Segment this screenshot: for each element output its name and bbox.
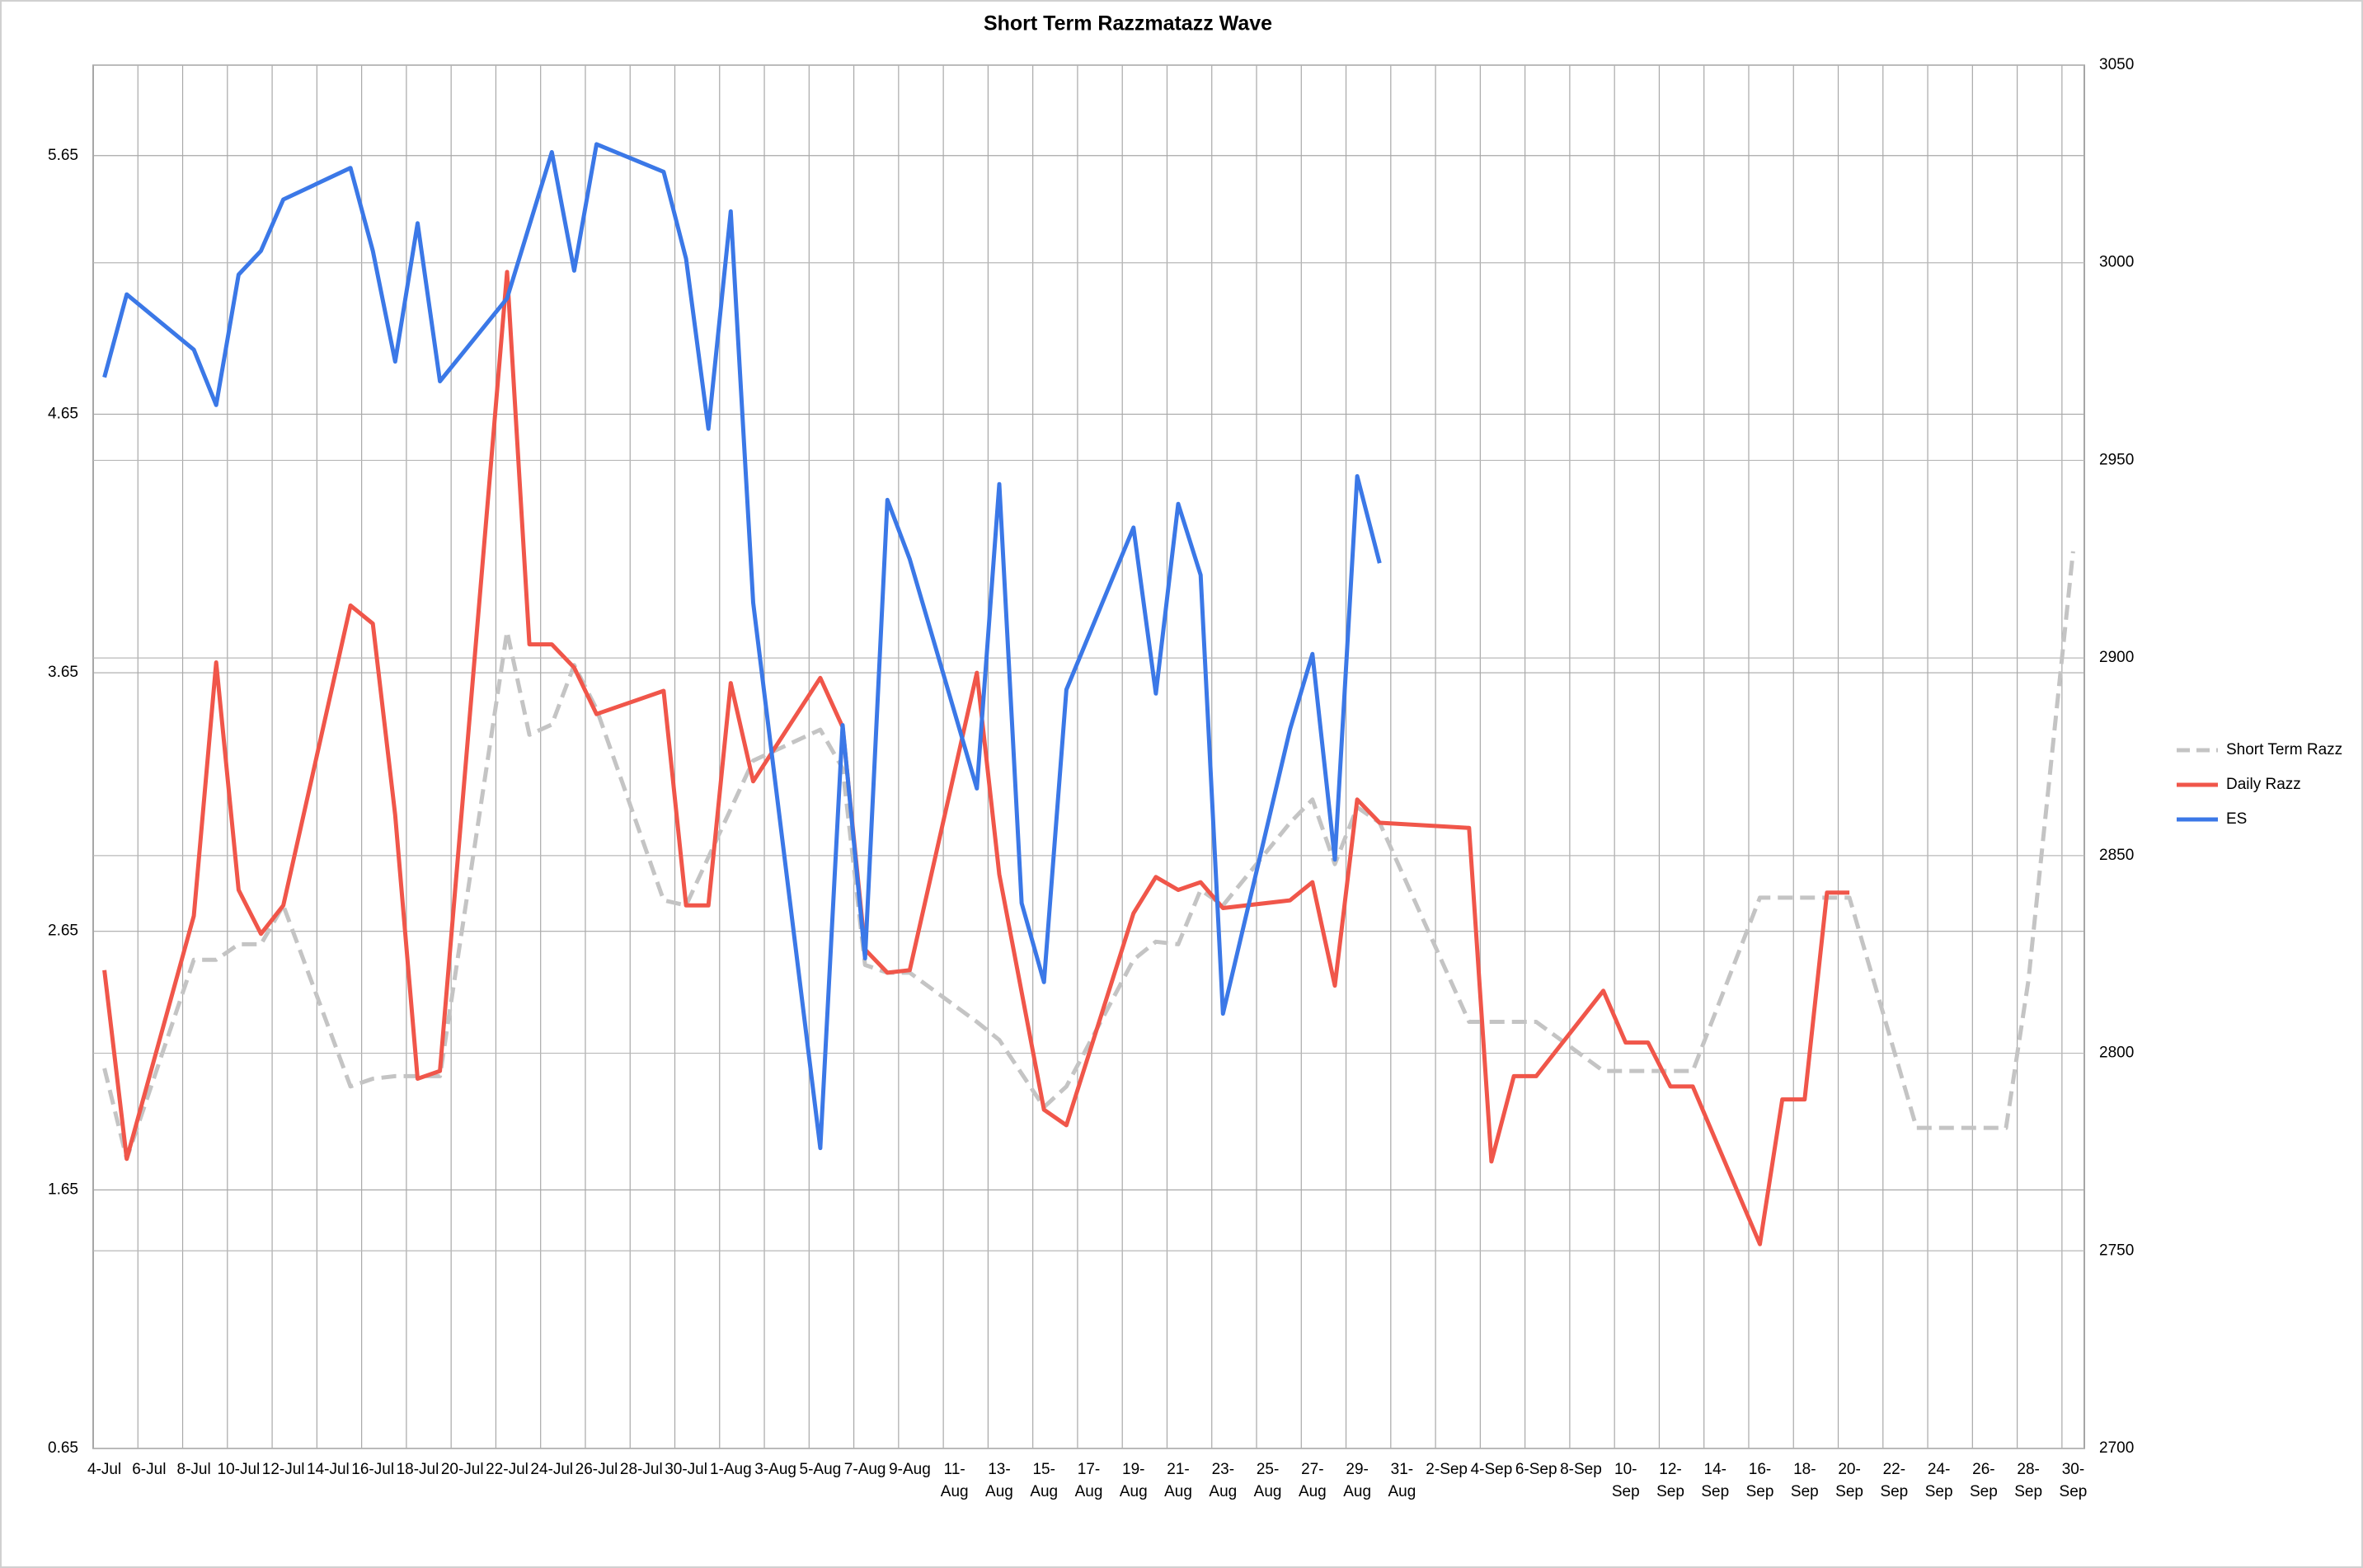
x-tick-label: 7-Aug [844,1461,886,1478]
y-tick-label: 3.65 [48,664,78,681]
y-tick-label: 1.65 [48,1181,78,1198]
y2-tick-label: 2850 [2099,847,2134,864]
y-tick-label: 5.65 [48,147,78,164]
x-tick-label: 16-Jul [351,1461,394,1478]
y2-tick-label: 2700 [2099,1439,2134,1457]
legend-label: Daily Razz [2226,776,2301,793]
x-tick-label: 11-Aug [941,1461,969,1500]
x-tick-label: 6-Jul [132,1461,166,1478]
x-tick-label: 29-Aug [1343,1461,1371,1500]
x-tick-label: 6-Sep [1515,1461,1557,1478]
x-tick-label: 10-Jul [218,1461,261,1478]
y2-tick-label: 2950 [2099,451,2134,468]
x-tick-label: 27-Aug [1299,1461,1327,1500]
legend-label: Short Term Razz [2226,741,2342,758]
x-tick-label: 15-Aug [1030,1461,1058,1500]
x-tick-label: 1-Aug [710,1461,752,1478]
x-tick-label: 3-Aug [754,1461,796,1478]
y2-tick-label: 2750 [2099,1242,2134,1259]
x-tick-label: 14-Jul [307,1461,350,1478]
x-tick-label: 4-Jul [87,1461,121,1478]
x-tick-label: 26-Sep [1970,1461,1998,1500]
x-tick-label: 12-Sep [1656,1461,1684,1500]
x-tick-label: 13-Aug [985,1461,1013,1500]
x-tick-label: 30-Jul [665,1461,707,1478]
y-tick-label: 0.65 [48,1439,78,1457]
x-tick-label: 23-Aug [1209,1461,1237,1500]
x-tick-label: 4-Sep [1471,1461,1513,1478]
x-tick-label: 26-Jul [575,1461,618,1478]
x-tick-label: 9-Aug [889,1461,931,1478]
x-tick-label: 2-Sep [1426,1461,1468,1478]
x-tick-label: 8-Jul [177,1461,211,1478]
x-tick-label: 18-Jul [397,1461,439,1478]
plot-area [92,64,2085,1449]
x-tick-label: 24-Jul [530,1461,573,1478]
x-tick-label: 16-Sep [1746,1461,1774,1500]
x-tick-label: 5-Aug [800,1461,842,1478]
x-tick-label: 28-Jul [620,1461,663,1478]
y2-tick-label: 2900 [2099,649,2134,666]
y2-tick-label: 2800 [2099,1045,2134,1062]
x-tick-label: 24-Sep [1925,1461,1953,1500]
x-tick-label: 28-Sep [2014,1461,2042,1500]
x-tick-label: 10-Sep [1612,1461,1640,1500]
x-tick-label: 17-Aug [1075,1461,1103,1500]
x-tick-label: 19-Aug [1120,1461,1148,1500]
x-tick-label: 8-Sep [1560,1461,1602,1478]
series-line [102,142,1382,1151]
x-tick-label: 25-Aug [1254,1461,1282,1500]
y2-tick-label: 3050 [2099,56,2134,73]
legend-label: ES [2226,810,2247,828]
x-tick-label: 22-Jul [486,1461,529,1478]
x-tick-label: 18-Sep [1791,1461,1819,1500]
chart-title: Short Term Razzmatazz Wave [984,12,1272,35]
y-tick-label: 4.65 [48,405,78,422]
y-tick-label: 2.65 [48,922,78,940]
x-tick-label: 20-Jul [441,1461,484,1478]
x-tick-label: 14-Sep [1701,1461,1729,1500]
series-line [102,270,1850,1246]
x-tick-label: 31-Aug [1388,1461,1416,1500]
x-tick-label: 22-Sep [1880,1461,1908,1500]
y2-tick-label: 3000 [2099,254,2134,271]
x-tick-label: 12-Jul [262,1461,305,1478]
x-tick-label: 21-Aug [1164,1461,1192,1500]
x-tick-label: 20-Sep [1835,1461,1863,1500]
x-tick-label: 30-Sep [2060,1461,2088,1500]
